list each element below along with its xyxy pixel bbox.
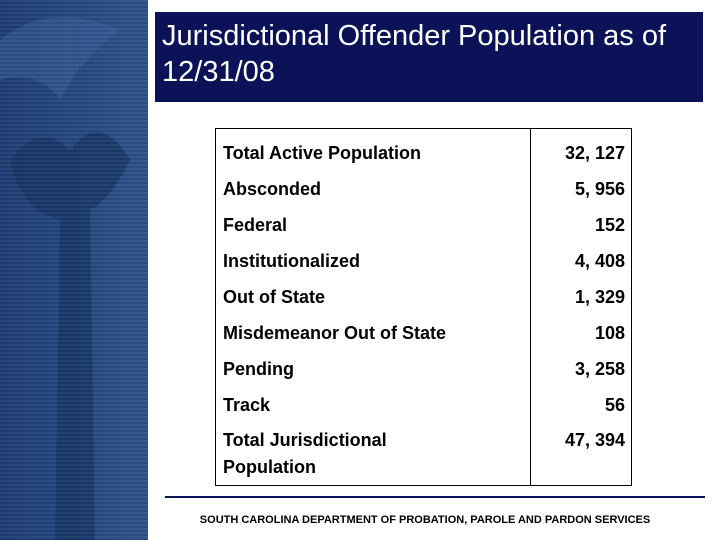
row-value: 32, 127 — [564, 142, 625, 163]
table-row: Total Active Population 32, 127 — [216, 135, 632, 171]
table-row: Out of State 1, 329 — [216, 279, 632, 315]
row-value: 3, 258 — [574, 358, 625, 379]
table-row: Misdemeanor Out of State 108 — [216, 315, 632, 351]
row-label: Total Active Population — [223, 142, 422, 163]
row-label: Out of State — [223, 286, 325, 307]
spacer — [453, 243, 530, 279]
table-row: Pending 3, 258 — [216, 351, 632, 387]
spacer — [453, 279, 530, 315]
table: Total Active Population 32, 127 Absconded 5… — [216, 135, 632, 487]
footer: SOUTH CAROLINA DEPARTMENT OF PROBATION, … — [199, 514, 651, 526]
row-value: 1, 329 — [574, 286, 625, 307]
table-row: Track 56 — [216, 387, 632, 423]
title: Jurisdictional Offender Population as of… — [162, 20, 667, 88]
spacer — [453, 315, 530, 351]
row-value: 5, 956 — [574, 178, 625, 199]
table-row: Federal 152 — [216, 207, 632, 243]
spacer — [453, 423, 530, 487]
column-divider — [530, 129, 531, 485]
row-label: Institutionalized — [223, 250, 360, 271]
table-row: Total Jurisdictional Population 47, 394 — [216, 423, 632, 487]
title-box: Jurisdictional Offender Population as of… — [155, 12, 703, 102]
row-value: 47, 394 — [564, 430, 625, 450]
spacer — [453, 171, 530, 207]
table-row: Absconded 5, 956 — [216, 171, 632, 207]
table-row: Institutionalized 4, 408 — [216, 243, 632, 279]
row-label: Track — [223, 394, 271, 415]
row-value: 56 — [604, 394, 625, 415]
row-label: Misdemeanor Out of State — [223, 322, 447, 343]
footer-rule — [165, 496, 705, 498]
row-value: 4, 408 — [574, 250, 625, 271]
data-table: Total Active Population 32, 127 Absconded 5… — [215, 128, 632, 486]
side-panel — [0, 0, 148, 540]
row-value: 152 — [594, 214, 625, 235]
row-label: Pending — [223, 358, 294, 379]
row-value: 108 — [594, 322, 625, 343]
spacer — [453, 207, 530, 243]
spacer — [453, 351, 530, 387]
spacer — [453, 135, 530, 171]
row-label: Absconded — [223, 178, 322, 199]
row-label: Federal — [223, 214, 288, 235]
row-label: Total Jurisdictional Population — [223, 430, 387, 477]
spacer — [453, 387, 530, 423]
